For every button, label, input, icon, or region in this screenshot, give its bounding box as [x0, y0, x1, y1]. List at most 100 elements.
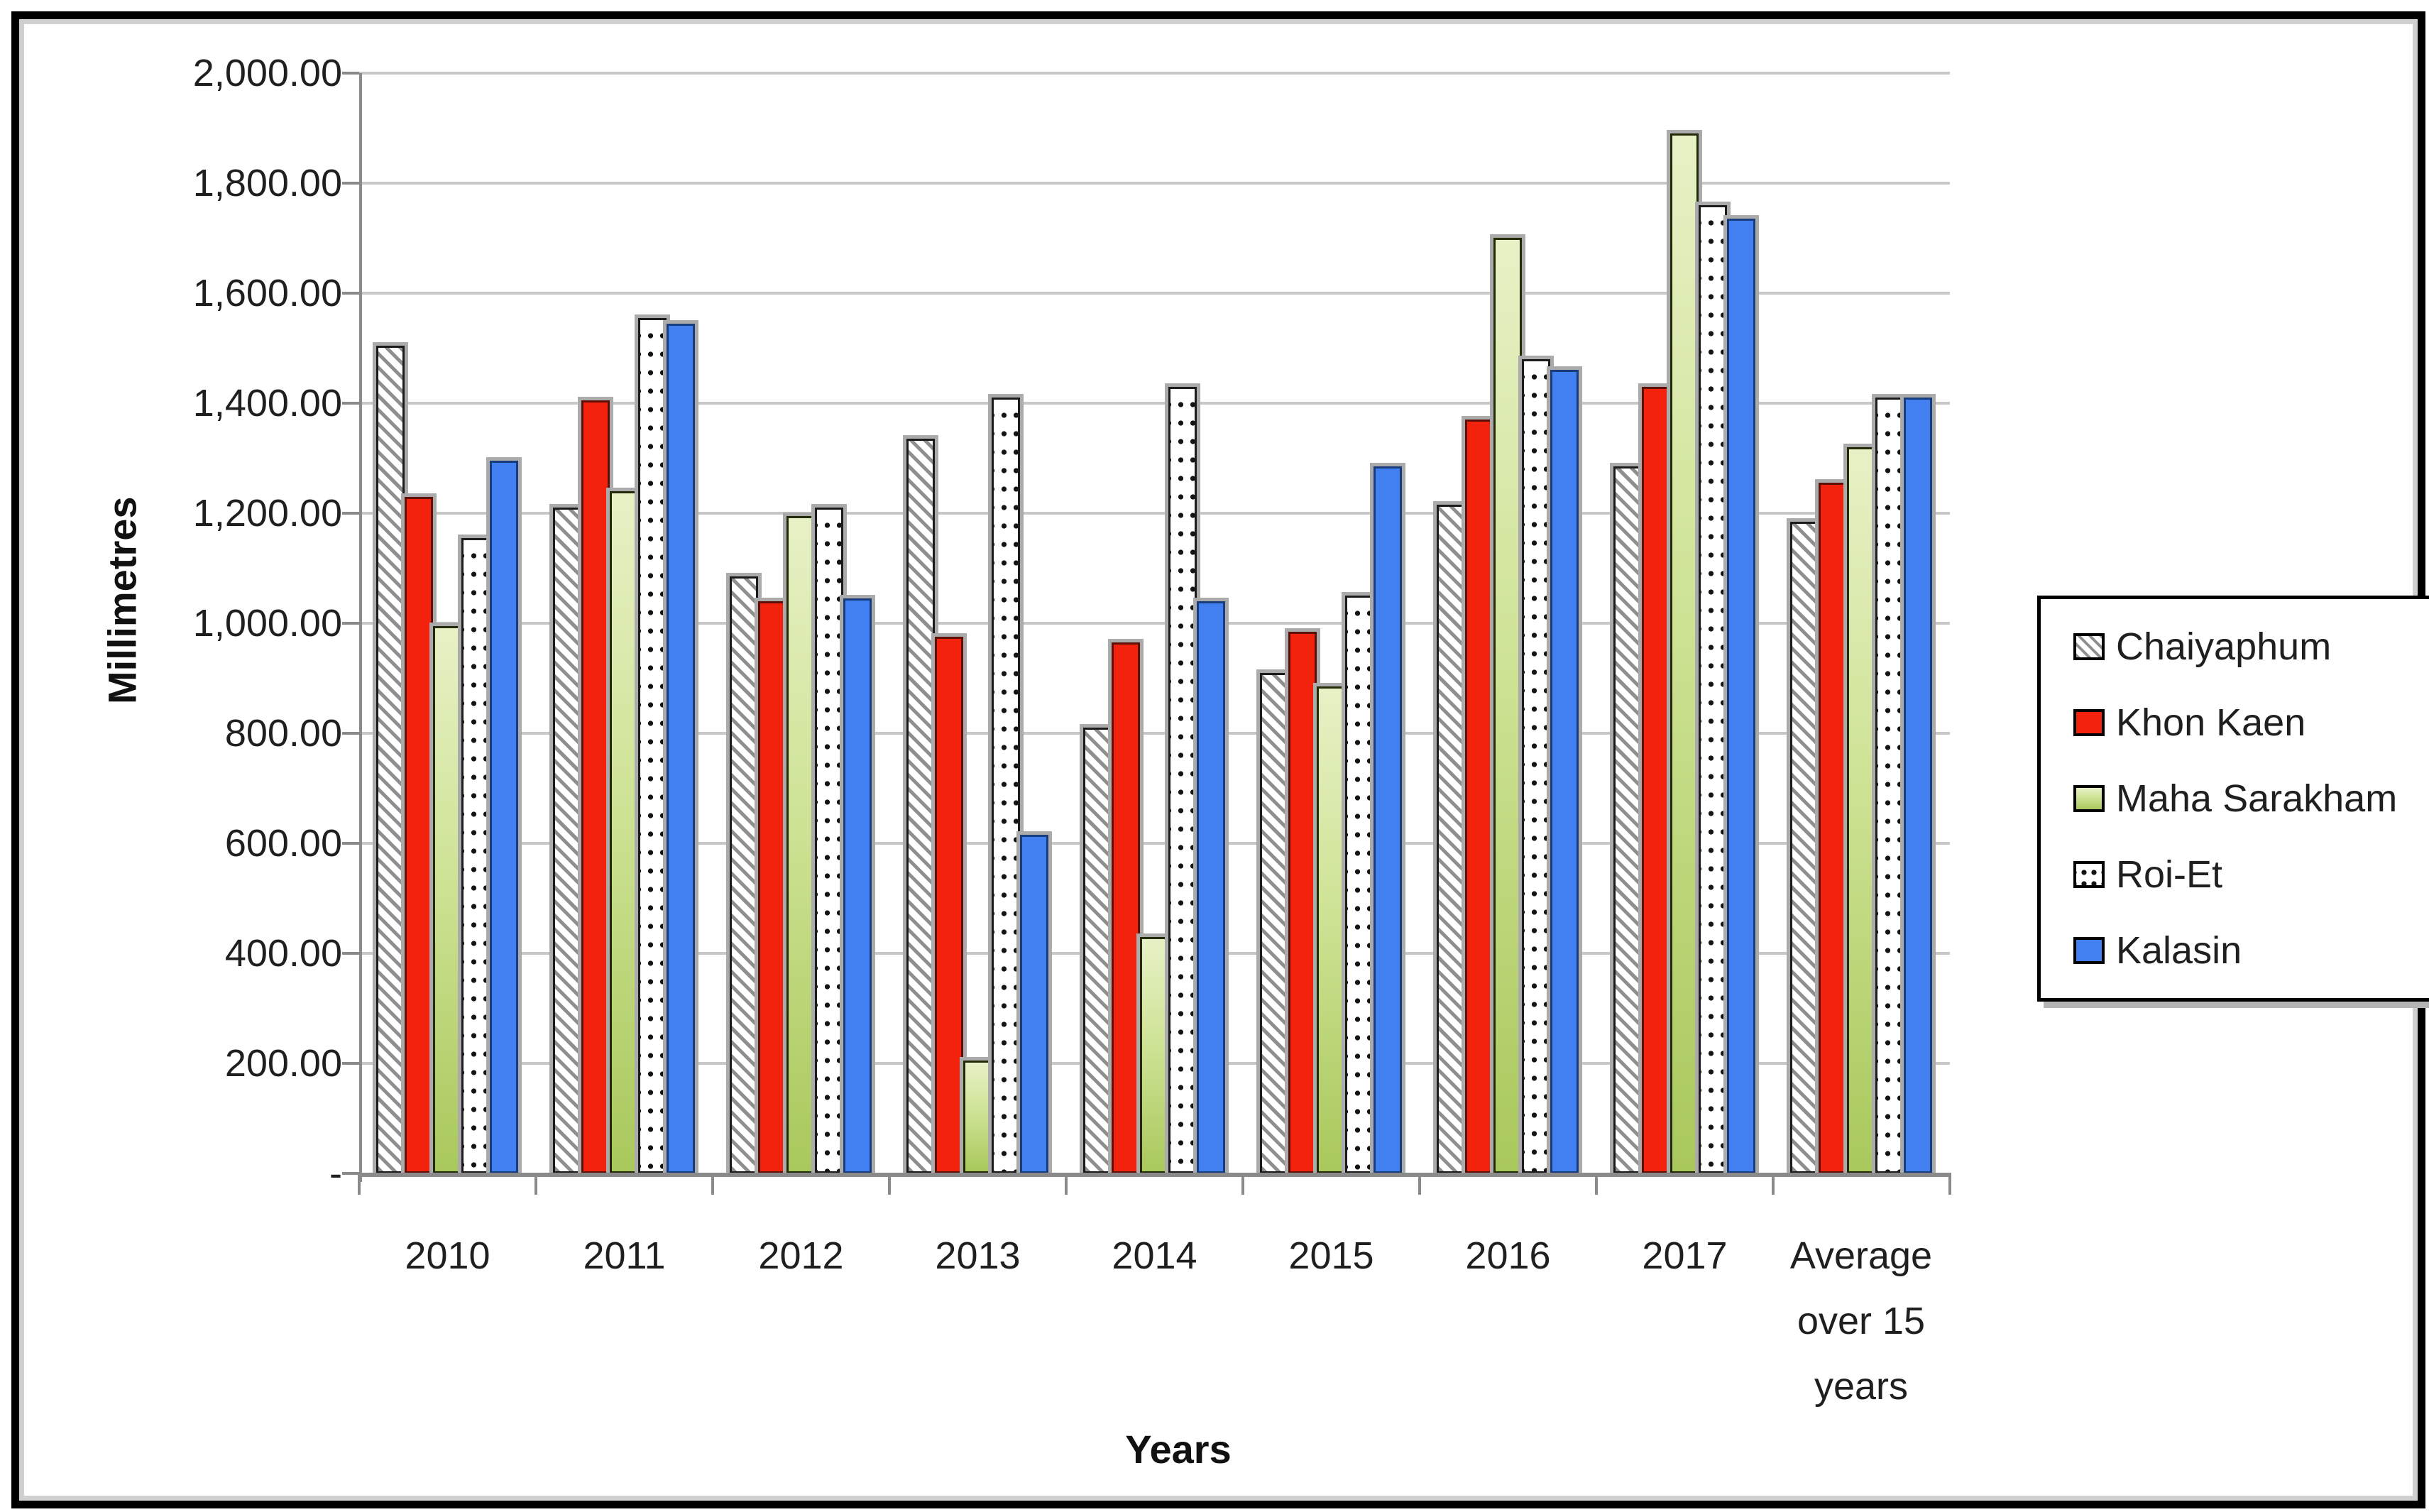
bar-kalasin-2010 [490, 461, 518, 1173]
x-axis-tick [1418, 1176, 1421, 1195]
bar-chaiyaphum-2015 [1260, 673, 1288, 1173]
x-axis-tick [1948, 1176, 1951, 1195]
y-axis-tick [342, 732, 359, 735]
x-tick-label: 2014 [1112, 1234, 1197, 1277]
bar-chaiyaphum-2016 [1437, 505, 1465, 1173]
gridline [359, 402, 1950, 405]
x-tick-label: 2010 [405, 1234, 490, 1277]
gridline [359, 732, 1950, 735]
bar-roi-et-Average-over-15-years [1875, 398, 1904, 1173]
y-axis-title: Millimetres [99, 496, 145, 704]
legend-label: Khon Kaen [2116, 701, 2306, 745]
y-axis-tick [342, 1062, 359, 1065]
y-tick-label: 800.00 [224, 712, 342, 755]
x-axis-tick [888, 1176, 891, 1195]
bar-maha-sarakham-2010 [433, 626, 461, 1173]
x-tick-label: Average over 15 years [1789, 1234, 1933, 1408]
bar-kalasin-2012 [843, 598, 872, 1173]
bar-khon-kaen-2014 [1112, 642, 1140, 1173]
y-axis-tick [342, 1172, 359, 1175]
bar-kalasin-2016 [1550, 370, 1579, 1173]
y-axis-tick [342, 72, 359, 75]
figure-frame: 2,000.00 1,800.00 1,600.00 1,400.00 1,200.00… [11, 11, 2429, 1508]
bar-maha-sarakham-2012 [786, 516, 815, 1173]
bar-maha-sarakham-2014 [1140, 937, 1168, 1173]
legend-label: Maha Sarakham [2116, 777, 2398, 820]
bar-kalasin-2015 [1373, 466, 1402, 1173]
legend-item-chaiyaphum: Chaiyaphum [2073, 625, 2429, 669]
x-tick-label: 2011 [583, 1234, 666, 1277]
bar-chaiyaphum-Average-over-15-years [1790, 522, 1819, 1173]
x-axis-tick [358, 1176, 361, 1195]
plot-area: 2,000.00 1,800.00 1,600.00 1,400.00 1,200.00… [24, 24, 2413, 1496]
y-tick-label: - [329, 1152, 342, 1195]
x-axis-tick [711, 1176, 714, 1195]
bar-roi-et-2016 [1522, 359, 1550, 1173]
bar-kalasin-2013 [1020, 835, 1048, 1173]
bar-chaiyaphum-2014 [1083, 728, 1112, 1173]
bar-roi-et-2014 [1168, 387, 1197, 1173]
bar-khon-kaen-2017 [1642, 387, 1670, 1173]
gridline [359, 512, 1950, 515]
x-axis-tick [1065, 1176, 1068, 1195]
bar-khon-kaen-2010 [405, 497, 433, 1173]
bar-maha-sarakham-2017 [1670, 133, 1699, 1173]
legend: Chaiyaphum Khon Kaen Maha Sarakham Roi-Et Ka… [2037, 596, 2429, 1002]
y-tick-label: 1,800.00 [192, 162, 342, 204]
chart-area: 2,000.00 1,800.00 1,600.00 1,400.00 1,200.00… [19, 19, 2429, 1501]
bar-kalasin-2017 [1727, 219, 1755, 1173]
bar-khon-kaen-2011 [581, 400, 610, 1173]
x-axis-line [358, 1173, 1951, 1177]
legend-swatch-icon [2073, 709, 2105, 737]
x-axis-tick [1241, 1176, 1244, 1195]
gridline [359, 182, 1950, 185]
x-axis-title: Years [1125, 1427, 1232, 1472]
bar-roi-et-2015 [1345, 596, 1373, 1173]
legend-swatch-icon [2073, 633, 2105, 661]
y-tick-label: 2,000.00 [192, 52, 342, 94]
bar-chaiyaphum-2010 [376, 346, 405, 1173]
y-tick-label: 1,400.00 [192, 382, 342, 424]
bar-maha-sarakham-2013 [963, 1061, 992, 1173]
gridline [359, 72, 1950, 75]
legend-swatch-icon [2073, 936, 2105, 964]
y-axis-tick [342, 182, 359, 185]
y-axis-tick [342, 952, 359, 955]
bar-chaiyaphum-2017 [1613, 466, 1642, 1173]
y-tick-label: 400.00 [224, 932, 342, 975]
y-tick-label: 600.00 [224, 822, 342, 865]
y-axis-line [359, 73, 362, 1182]
bar-roi-et-2011 [638, 318, 667, 1173]
bar-kalasin-Average-over-15-years [1904, 398, 1932, 1173]
legend-item-roi-et: Roi-Et [2073, 853, 2429, 897]
x-tick-label: 2017 [1642, 1234, 1728, 1277]
bar-roi-et-2010 [461, 538, 490, 1173]
bar-khon-kaen-2015 [1288, 632, 1317, 1173]
x-axis-tick [534, 1176, 537, 1195]
x-tick-label: 2015 [1288, 1234, 1374, 1277]
bar-khon-kaen-Average-over-15-years [1819, 483, 1847, 1173]
legend-label: Kalasin [2116, 928, 2242, 972]
y-axis-tick [342, 512, 359, 515]
bar-khon-kaen-2013 [935, 637, 963, 1173]
legend-swatch-icon [2073, 860, 2105, 888]
gridline [359, 292, 1950, 295]
legend-item-kalasin: Kalasin [2073, 928, 2429, 973]
x-tick-label: 2013 [935, 1234, 1021, 1277]
bar-maha-sarakham-Average-over-15-years [1847, 447, 1875, 1173]
x-tick-label: 2012 [758, 1234, 844, 1277]
legend-label: Chaiyaphum [2116, 625, 2332, 669]
bar-chaiyaphum-2012 [730, 576, 758, 1173]
bar-chaiyaphum-2011 [553, 508, 581, 1173]
bar-maha-sarakham-2011 [610, 491, 638, 1173]
bar-maha-sarakham-2016 [1493, 238, 1522, 1173]
bar-maha-sarakham-2015 [1317, 686, 1345, 1173]
legend-item-khon-kaen: Khon Kaen [2073, 701, 2429, 745]
bar-kalasin-2011 [667, 324, 695, 1173]
y-tick-label: 200.00 [224, 1042, 342, 1085]
y-axis-tick [342, 402, 359, 405]
bar-khon-kaen-2016 [1465, 420, 1493, 1173]
bar-chaiyaphum-2013 [906, 439, 935, 1173]
bar-roi-et-2017 [1699, 205, 1727, 1173]
y-axis-tick [342, 292, 359, 295]
